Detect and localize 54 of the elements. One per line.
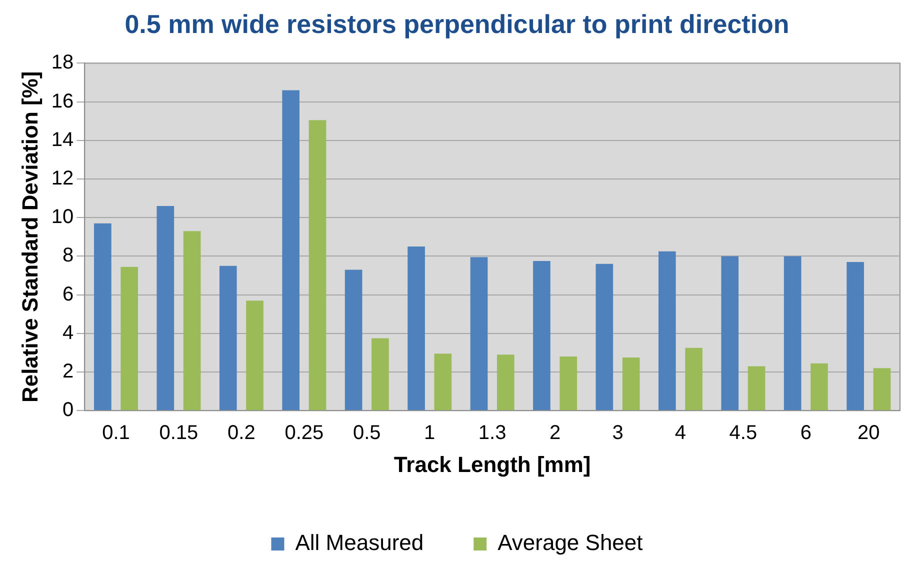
bar xyxy=(748,366,766,410)
x-tick-label: 0.1 xyxy=(102,422,130,444)
bar xyxy=(658,251,676,410)
bar xyxy=(308,120,326,410)
x-tick-label: 0.15 xyxy=(159,422,198,444)
bar xyxy=(810,363,828,410)
bar xyxy=(721,256,739,410)
x-tick-label: 6 xyxy=(800,422,812,444)
x-tick-label: 1.3 xyxy=(478,422,506,444)
y-tick-label: 14 xyxy=(51,128,74,151)
bar xyxy=(622,358,640,410)
x-axis-title: Track Length [mm] xyxy=(394,452,591,477)
x-tick-label: 4 xyxy=(674,422,686,444)
x-tick-label: 2 xyxy=(549,422,561,444)
chart-title: 0.5 mm wide resistors perpendicular to print direction xyxy=(124,8,790,39)
y-tick-label: 10 xyxy=(51,206,74,228)
bar xyxy=(470,257,488,410)
bar xyxy=(784,256,802,410)
legend-label: Average Sheet xyxy=(498,530,643,556)
x-tick-label: 3 xyxy=(612,422,624,444)
y-tick-label: 4 xyxy=(62,322,74,344)
y-tick-label: 18 xyxy=(51,52,74,74)
x-tick-label: 0.25 xyxy=(284,422,324,444)
y-axis-title: Relative Standard Deviation [%] xyxy=(17,71,42,403)
bar xyxy=(560,356,578,410)
bar xyxy=(183,231,201,410)
bar xyxy=(408,246,425,410)
bar xyxy=(156,206,174,410)
bar xyxy=(246,300,264,410)
x-tick-label: 0.5 xyxy=(352,422,381,444)
y-tick-label: 2 xyxy=(62,360,74,383)
bar xyxy=(596,264,614,410)
x-tick-label: 0.2 xyxy=(228,422,256,444)
bar xyxy=(846,262,864,410)
bar xyxy=(219,266,237,410)
bar xyxy=(434,354,452,410)
bar xyxy=(685,348,702,410)
legend-label: All Measured xyxy=(295,530,424,556)
x-tick-label: 20 xyxy=(858,422,880,444)
y-tick-label: 8 xyxy=(62,244,74,267)
x-tick-label: 1 xyxy=(424,422,436,444)
y-tick-label: 16 xyxy=(51,90,74,112)
bar xyxy=(873,368,891,410)
bar xyxy=(282,90,300,410)
bar xyxy=(94,223,112,410)
bar xyxy=(344,270,362,410)
y-tick-label: 0 xyxy=(62,399,74,422)
y-tick-label: 6 xyxy=(62,283,74,306)
bar xyxy=(120,266,138,410)
bar xyxy=(372,338,389,410)
y-tick-label: 12 xyxy=(51,168,74,190)
x-tick-label: 4.5 xyxy=(729,422,758,444)
bar xyxy=(496,354,514,410)
bar xyxy=(533,261,550,410)
